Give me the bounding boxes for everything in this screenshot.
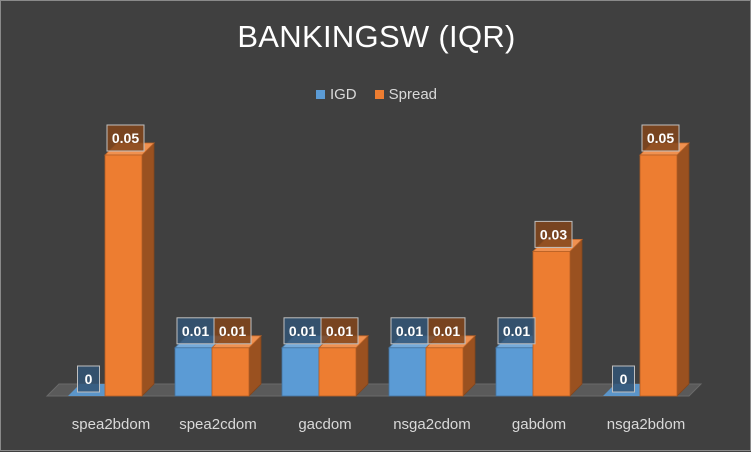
data-label-text: 0.03 bbox=[540, 226, 567, 242]
legend-item-igd: IGD bbox=[315, 86, 357, 103]
data-label-text: 0.01 bbox=[433, 323, 460, 339]
data-label-text: 0.01 bbox=[503, 323, 530, 339]
bar-front bbox=[495, 347, 534, 397]
bar-front bbox=[639, 154, 678, 397]
data-label-text: 0.05 bbox=[112, 130, 139, 146]
bar-spread-spea2bdom bbox=[104, 142, 155, 397]
bar-front bbox=[281, 347, 320, 397]
bar-front bbox=[532, 250, 571, 397]
bar-front bbox=[388, 347, 427, 397]
bar-front bbox=[211, 347, 250, 397]
data-label-box bbox=[497, 317, 536, 345]
data-label-igd-spea2cdom: 0.01 bbox=[176, 317, 215, 345]
data-label-spread-spea2bdom: 0.05 bbox=[106, 124, 145, 152]
data-label-box bbox=[106, 124, 145, 152]
data-label-box bbox=[77, 365, 100, 393]
bar-spread-nsga2cdom bbox=[425, 334, 476, 397]
bar-front bbox=[104, 154, 143, 397]
bar-spread-gacdom bbox=[318, 334, 369, 397]
data-label-igd-spea2bdom: 0 bbox=[77, 365, 100, 393]
data-label-igd-gacdom: 0.01 bbox=[283, 317, 322, 345]
data-label-box bbox=[427, 317, 466, 345]
data-label-igd-nsga2bdom: 0 bbox=[612, 365, 635, 393]
bar-front bbox=[318, 347, 357, 397]
x-tick-label: nsga2cdom bbox=[393, 416, 471, 433]
legend-swatch-spread bbox=[374, 90, 384, 99]
data-label-box bbox=[283, 317, 322, 345]
data-label-text: 0.01 bbox=[219, 323, 246, 339]
bar-side bbox=[141, 142, 155, 397]
data-label-text: 0.01 bbox=[396, 323, 423, 339]
data-label-spread-spea2cdom: 0.01 bbox=[213, 317, 252, 345]
legend-item-spread: Spread bbox=[374, 86, 438, 103]
x-tick-label: gabdom bbox=[512, 416, 566, 433]
data-label-box bbox=[320, 317, 359, 345]
bar-front bbox=[174, 347, 213, 397]
data-label-box bbox=[612, 365, 635, 393]
data-label-box bbox=[641, 124, 680, 152]
data-label-spread-gacdom: 0.01 bbox=[320, 317, 359, 345]
bar-spread-gabdom bbox=[532, 238, 583, 397]
bar-side bbox=[569, 238, 583, 397]
data-label-text: 0.05 bbox=[647, 130, 674, 146]
data-label-spread-nsga2cdom: 0.01 bbox=[427, 317, 466, 345]
chart-title: BANKINGSW (IQR) bbox=[237, 19, 516, 54]
data-label-igd-gabdom: 0.01 bbox=[497, 317, 536, 345]
data-label-box bbox=[534, 220, 573, 248]
data-label-text: 0 bbox=[620, 371, 628, 387]
data-label-box bbox=[390, 317, 429, 345]
bar-side bbox=[676, 142, 690, 397]
data-label-text: 0.01 bbox=[182, 323, 209, 339]
x-tick-label: gacdom bbox=[298, 416, 351, 433]
legend: IGD Spread bbox=[1, 86, 751, 103]
data-label-text: 0 bbox=[85, 371, 93, 387]
data-label-box bbox=[176, 317, 215, 345]
x-tick-label: spea2cdom bbox=[179, 416, 257, 433]
bar-spread-nsga2bdom bbox=[639, 142, 690, 397]
legend-label-spread: Spread bbox=[388, 86, 438, 103]
bar-front bbox=[425, 347, 464, 397]
data-label-text: 0.01 bbox=[326, 323, 353, 339]
x-tick-label: spea2bdom bbox=[72, 416, 150, 433]
data-label-box bbox=[213, 317, 252, 345]
bar-spread-spea2cdom bbox=[211, 334, 262, 397]
legend-swatch-igd bbox=[315, 90, 325, 99]
data-label-spread-nsga2bdom: 0.05 bbox=[641, 124, 680, 152]
data-label-igd-nsga2cdom: 0.01 bbox=[390, 317, 429, 345]
x-tick-label: nsga2bdom bbox=[607, 416, 685, 433]
legend-label-igd: IGD bbox=[329, 86, 357, 103]
data-label-spread-gabdom: 0.03 bbox=[534, 220, 573, 248]
data-label-text: 0.01 bbox=[289, 323, 316, 339]
